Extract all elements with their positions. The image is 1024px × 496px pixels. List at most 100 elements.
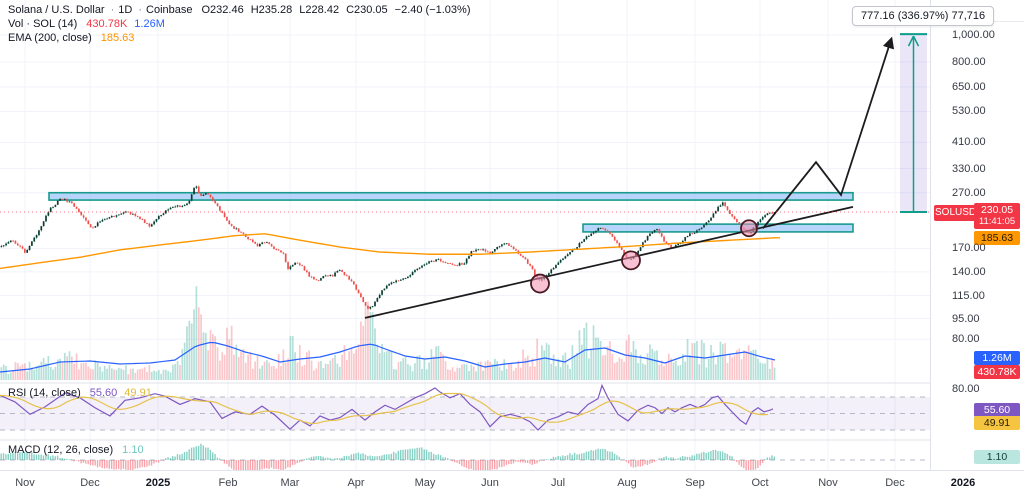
rsi-indicator-row[interactable]: RSI (14, close) 55.60 49.91: [8, 386, 152, 400]
volume-bar: [298, 345, 301, 380]
price-tick-label: 140.00: [952, 265, 986, 278]
macd-histogram-bar: [395, 453, 397, 460]
volume-bar: [228, 339, 231, 380]
candle-body: [78, 208, 80, 212]
price-scale[interactable]: USD SOLUSD 230.05 11:41:05 185.63 1.26M …: [930, 0, 1024, 470]
macd-histogram-bar: [733, 460, 736, 461]
candle-body: [129, 212, 132, 215]
volume-bar: [369, 312, 372, 380]
macd-histogram-bar: [609, 451, 611, 460]
macd-histogram-bar: [383, 454, 385, 460]
macd-histogram-bar: [674, 458, 677, 460]
candle-body: [200, 193, 202, 196]
volume-bar: [421, 368, 423, 380]
macd-histogram-bar: [559, 456, 562, 460]
macd-histogram-bar: [167, 457, 169, 460]
candle-body: [228, 220, 231, 225]
candle-body: [503, 243, 506, 245]
volume-bar: [103, 365, 106, 380]
candle-body: [45, 215, 47, 222]
macd-indicator-label: MACD (12, 26, close): [8, 444, 114, 456]
volume-bar: [731, 357, 734, 380]
macd-histogram-bar: [355, 453, 357, 460]
macd-indicator-row[interactable]: MACD (12, 26, close) 1.10: [8, 443, 144, 457]
candle-body: [125, 211, 127, 213]
candle-body: [287, 262, 289, 270]
macd-histogram-bar: [522, 460, 524, 463]
candle-body: [106, 218, 108, 220]
rsi-scale-tick: 80.00: [952, 383, 980, 395]
macd-histogram-bar: [491, 460, 494, 470]
candle-body: [691, 233, 694, 235]
macd-histogram-bar: [294, 460, 296, 465]
candle-body: [418, 267, 421, 269]
volume-bar: [127, 374, 130, 380]
legend-volume-row[interactable]: Vol · SOL (14) 430.78K 1.26M: [8, 17, 471, 31]
candle-body: [122, 212, 125, 214]
volume-bar: [595, 337, 597, 380]
volume-bar: [42, 358, 45, 380]
candle-body: [73, 203, 76, 207]
macd-histogram-bar: [604, 449, 606, 460]
volume-bar: [101, 371, 104, 380]
macd-histogram-bar: [625, 460, 627, 462]
volume-bar: [94, 360, 97, 380]
macd-histogram-bar: [54, 456, 56, 460]
price-chart-canvas[interactable]: [0, 0, 930, 470]
volume-bar: [618, 357, 621, 380]
candle-body: [646, 235, 649, 241]
candle-body: [498, 246, 501, 248]
macd-histogram-bar: [691, 455, 693, 460]
macd-histogram-bar: [541, 460, 543, 461]
macd-histogram-bar: [68, 459, 71, 460]
macd-histogram-bar: [209, 449, 212, 460]
volume-bar: [397, 361, 400, 380]
candle-body: [183, 205, 186, 207]
measure-tool-label[interactable]: 777.16 (336.97%) 77,716: [852, 6, 995, 26]
macd-histogram-bar: [447, 458, 449, 460]
macd-histogram-bar: [14, 451, 16, 460]
candle-body: [280, 250, 282, 253]
time-axis[interactable]: Nov Dec 2025 Feb Mar Apr May Jun Jul Aug Sep Oct Nov…: [0, 470, 1024, 496]
macd-histogram-bar: [275, 460, 277, 469]
macd-histogram-bar: [592, 450, 595, 460]
volume-bar: [477, 362, 480, 380]
candle-body: [585, 236, 588, 240]
volume-bar: [402, 358, 405, 380]
symbol-title: Solana / U.S. Dollar: [8, 4, 105, 16]
volume-bar: [486, 360, 489, 380]
macd-histogram-bar: [9, 452, 12, 460]
legend-symbol-row[interactable]: Solana / U.S. Dollar · 1D · Coinbase O232.46 H…: [8, 3, 471, 17]
candle-body: [303, 266, 306, 271]
candle-body: [550, 269, 553, 274]
volume-value: 430.78K: [86, 18, 128, 30]
candle-body: [360, 293, 362, 298]
candle-body: [212, 197, 214, 201]
ohlc-high: H235.28: [250, 4, 293, 16]
candle-body: [139, 216, 141, 220]
legend-ema-row[interactable]: EMA (200, close) 185.63: [8, 31, 471, 45]
chart-area[interactable]: Solana / U.S. Dollar · 1D · Coinbase O232.46 H…: [0, 0, 995, 470]
candle-body: [294, 262, 296, 265]
volume-bar: [597, 337, 600, 380]
macd-histogram-bar: [585, 451, 588, 460]
macd-histogram-bar: [752, 460, 754, 470]
macd-histogram-bar: [743, 460, 745, 469]
macd-histogram-bar: [157, 460, 160, 463]
volume-bar: [585, 322, 588, 380]
macd-histogram-bar: [223, 460, 226, 464]
candle-body: [327, 275, 329, 277]
volume-bar: [73, 363, 76, 380]
macd-histogram-bar: [599, 449, 602, 460]
volume-bar: [444, 361, 447, 380]
volume-bar: [92, 369, 94, 380]
candle-body: [404, 278, 407, 280]
candle-body: [620, 247, 623, 250]
rsi-layer: [0, 383, 774, 431]
volume-bar: [240, 351, 242, 380]
volume-bar: [113, 369, 115, 380]
candle-body: [606, 230, 609, 232]
trendline: [364, 206, 854, 319]
candle-body: [350, 279, 353, 282]
volume-bar: [237, 357, 240, 380]
